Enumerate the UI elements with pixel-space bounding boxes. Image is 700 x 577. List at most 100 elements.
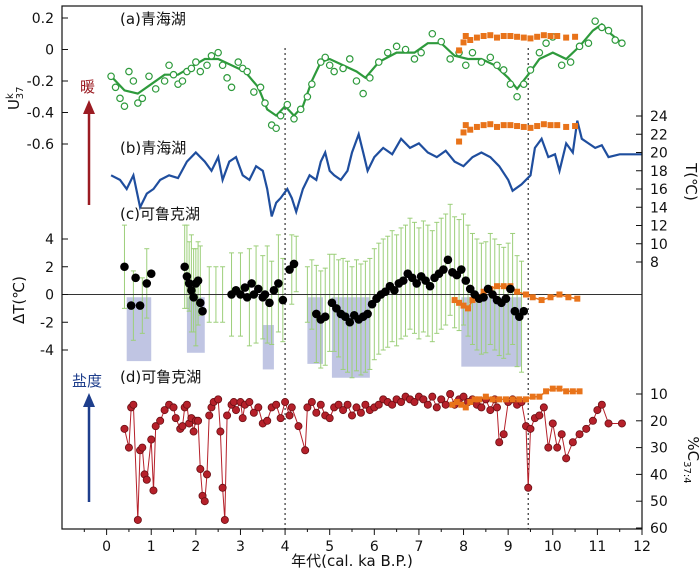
uk37-point	[604, 26, 613, 35]
uk37-point	[446, 55, 454, 63]
uk37-point	[243, 67, 251, 76]
c374-point	[492, 403, 501, 412]
orange-point-b	[520, 123, 527, 130]
uk37-point	[227, 83, 236, 92]
uk37-point	[316, 58, 325, 66]
y-tick-label-right: 14	[650, 200, 668, 216]
uk37-point	[345, 55, 354, 63]
uk37-point	[526, 66, 535, 74]
c374-point	[432, 403, 441, 412]
y-tick-label: 0	[45, 288, 54, 304]
orange-point-d	[467, 399, 474, 406]
c374-point	[124, 443, 133, 452]
y-tick-label-right: 60	[650, 521, 668, 537]
panel-label-c: (c)可鲁克湖	[120, 205, 200, 223]
orange-point-b	[487, 121, 494, 128]
orange-point-d	[569, 388, 576, 395]
delta-t-point	[506, 284, 515, 294]
uk37-point	[618, 39, 626, 48]
c374-point	[218, 483, 227, 492]
delta-t-point	[461, 276, 471, 285]
c374-point	[347, 411, 356, 420]
c374-point	[593, 406, 602, 415]
c374-point	[205, 411, 214, 420]
delta-t-point	[254, 284, 263, 294]
orange-point-d	[576, 388, 583, 395]
uk37-point	[308, 80, 316, 88]
orange-point-c	[451, 297, 458, 304]
delta-t-point	[269, 286, 279, 295]
orange-point-a	[534, 33, 541, 40]
orange-point-c	[574, 295, 581, 302]
delta-t-point	[142, 279, 152, 288]
c374-point	[223, 411, 232, 420]
y-tick-label: 0	[45, 43, 54, 59]
orange-point-a	[527, 35, 534, 42]
orange-point-b	[473, 123, 480, 130]
y-tick-label-right: 10	[650, 237, 668, 253]
uk37-point	[486, 53, 495, 62]
uk37-point	[506, 80, 515, 88]
c374-point	[548, 419, 557, 428]
c374-point	[423, 400, 432, 409]
delta-t-point	[399, 276, 408, 285]
orange-point-c	[500, 283, 507, 290]
c374-point	[446, 389, 455, 398]
uk37-point	[165, 61, 173, 70]
y-tick-label-right: 20	[650, 414, 668, 430]
y-tick-label-right: 18	[650, 164, 668, 180]
c374-point	[441, 400, 450, 409]
uk37-point	[283, 100, 292, 109]
c374-point	[597, 400, 606, 409]
uk37-point	[383, 48, 392, 57]
delta-t-point	[260, 290, 270, 299]
delta-t-point	[180, 262, 189, 272]
x-tick-label: 9	[504, 539, 513, 555]
warm-arrow-head	[83, 100, 95, 114]
c374-point	[339, 406, 348, 415]
orange-point-d	[523, 396, 529, 403]
uk37-smoothed-line	[110, 22, 623, 118]
uk37-point	[214, 48, 222, 57]
uk37-point	[169, 70, 178, 79]
c374-point	[307, 398, 316, 407]
x-tick-label: 6	[370, 539, 379, 555]
orange-point-b	[456, 138, 463, 145]
orange-point-d	[453, 399, 460, 406]
c374-point	[343, 400, 352, 409]
orange-point-d	[462, 404, 469, 411]
orange-point-d	[482, 393, 489, 400]
orange-point-b	[462, 122, 469, 129]
orange-point-a	[462, 33, 469, 39]
delta-t-point	[425, 281, 435, 291]
c374-point	[316, 400, 325, 409]
uk37-point	[234, 58, 243, 66]
uk37-point	[584, 39, 593, 48]
orange-point-b	[527, 124, 534, 131]
uk37-point	[591, 17, 599, 25]
y-tick-label: 4	[45, 232, 54, 248]
y-tick-label: -0.2	[27, 74, 54, 90]
c374-point	[562, 454, 571, 463]
orange-point-c	[460, 302, 467, 309]
c374-point	[557, 430, 566, 439]
uk37-point	[107, 72, 115, 81]
c374-point	[189, 427, 198, 436]
uk37-point	[196, 67, 205, 76]
x-tick-label: 0	[102, 539, 111, 555]
c374-point	[129, 400, 138, 409]
y-tick-label-right: 20	[650, 146, 668, 162]
orange-point-b	[563, 123, 570, 130]
orange-point-c	[547, 294, 554, 301]
orange-point-c	[480, 288, 487, 295]
orange-point-b	[514, 123, 521, 130]
ylabel-c: ΔT(℃)	[10, 276, 28, 324]
orange-point-c	[529, 294, 536, 301]
uk37-point	[261, 99, 269, 107]
data-layer: 0 1 2 3 4 5 6 7 8 9 10 11 120.20-0.2-0.4-0.6420-2-42…	[27, 11, 668, 555]
orange-point-b	[460, 129, 467, 136]
delta-t-point	[519, 306, 529, 316]
c374-point	[294, 422, 303, 431]
orange-point-b	[572, 123, 579, 130]
uk37-point	[125, 67, 133, 76]
